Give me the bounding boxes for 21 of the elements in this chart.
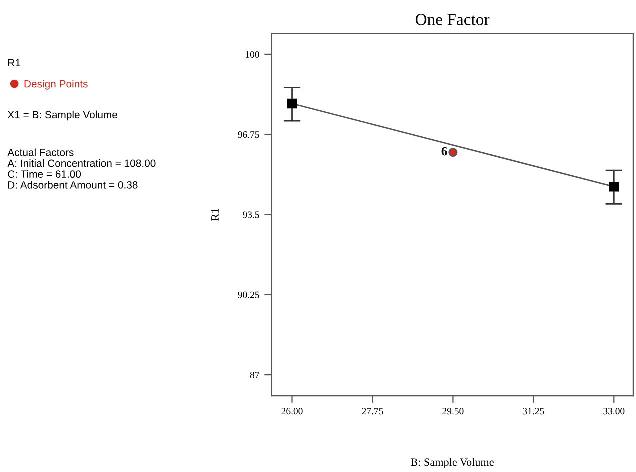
x-tick-label: 33.00 xyxy=(604,408,625,415)
y-tick-label: 100 xyxy=(246,51,260,58)
y-axis-title: R1 xyxy=(212,208,219,221)
x-tick-label: 27.75 xyxy=(362,408,384,415)
y-tick-label: 87 xyxy=(250,372,260,379)
point xyxy=(609,182,620,192)
legend-label: Design Points xyxy=(24,80,88,90)
chart-title: One Factor xyxy=(416,14,490,26)
x-tick-label: 31.25 xyxy=(523,408,544,415)
y-tick-label: 90.25 xyxy=(238,292,260,298)
y-tick-label: 96.75 xyxy=(238,132,260,138)
x-axis-title: B: Sample Volume xyxy=(411,458,494,468)
x-tick-label: 29.50 xyxy=(442,408,464,415)
text: Actual Factors A: Initial Concentration = 108.00 C: Time = 61.00 D: Adsorbent Amount = 0.38 xyxy=(8,148,156,189)
x-tick-label: 26.00 xyxy=(282,408,303,415)
point xyxy=(287,98,298,109)
point xyxy=(448,148,458,158)
y-tick-label: 93.5 xyxy=(243,212,260,218)
annotation: 6 xyxy=(442,147,448,156)
text: X1 = B: Sample Volume xyxy=(8,110,118,121)
text: R1 xyxy=(8,59,20,67)
